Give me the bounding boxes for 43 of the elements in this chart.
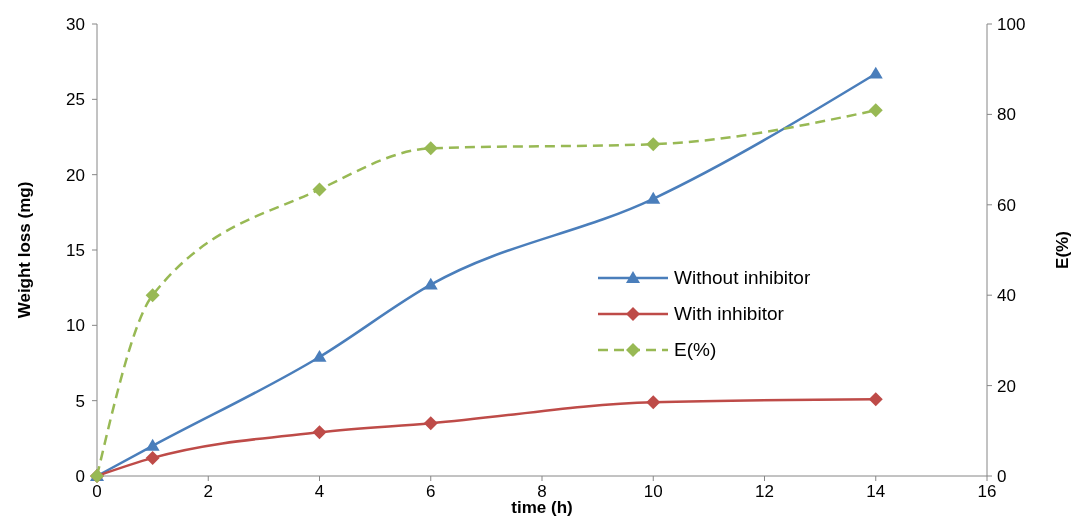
point xyxy=(868,66,883,79)
x-tick-label: 8 xyxy=(537,482,547,501)
y-tick-label: 20 xyxy=(66,165,85,185)
y2-tick-label: 60 xyxy=(997,195,1016,215)
y-tick-label: 30 xyxy=(66,15,85,34)
point xyxy=(145,288,160,303)
y-axis-title: Weight loss (mg) xyxy=(15,181,34,319)
y-tick-label: 5 xyxy=(75,391,85,411)
x-tick-label: 10 xyxy=(643,482,663,501)
point xyxy=(145,438,160,451)
legend-label: With inhibitor xyxy=(674,303,785,324)
y-tick-label: 15 xyxy=(66,241,85,260)
y-tick-label: 10 xyxy=(66,316,85,336)
y2-tick-label: 20 xyxy=(997,376,1016,396)
y2-tick-label: 40 xyxy=(997,286,1016,306)
point xyxy=(312,425,327,440)
point xyxy=(423,141,438,156)
point xyxy=(646,137,661,152)
y2-tick-label: 100 xyxy=(997,15,1026,34)
y-tick-label: 25 xyxy=(66,90,85,110)
x-tick-label: 4 xyxy=(314,482,325,501)
point xyxy=(646,191,661,204)
legend-label: E(%) xyxy=(674,339,717,360)
x-tick-label: 2 xyxy=(203,482,213,501)
x-tick-label: 16 xyxy=(977,482,997,501)
point xyxy=(868,103,883,118)
x-tick-label: 0 xyxy=(92,482,102,501)
x-tick-label: 14 xyxy=(866,482,886,501)
y2-tick-label: 80 xyxy=(997,105,1016,125)
legend-label: Without inhibitor xyxy=(674,267,811,288)
y-tick-label: 0 xyxy=(75,467,85,486)
x-tick-label: 12 xyxy=(755,482,774,501)
point xyxy=(868,392,883,407)
point xyxy=(145,450,160,465)
point xyxy=(312,182,327,197)
point xyxy=(423,416,438,431)
y2-axis-title: E(%) xyxy=(1053,231,1072,269)
point xyxy=(423,277,438,290)
x-tick-label: 6 xyxy=(426,482,436,501)
point xyxy=(312,349,327,362)
point xyxy=(646,395,661,410)
y2-tick-label: 0 xyxy=(997,467,1007,486)
x-axis-title: time (h) xyxy=(511,498,573,517)
